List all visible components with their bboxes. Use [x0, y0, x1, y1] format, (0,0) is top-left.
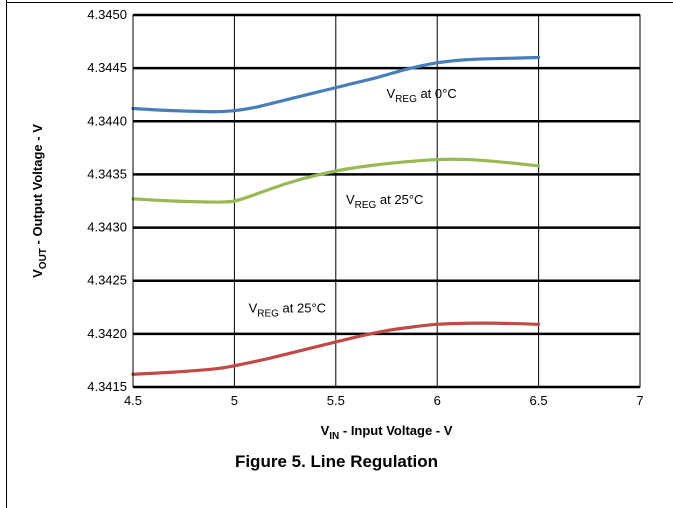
y-tick-label: 4.3435 [87, 166, 127, 181]
label-main: V [30, 269, 45, 278]
plot-border [132, 14, 641, 388]
label-subscript: REG [395, 94, 417, 105]
y-tick-label: 4.3440 [87, 113, 127, 128]
x-tick-label: 6 [434, 393, 441, 408]
label-rest: - Input Voltage - V [339, 423, 452, 438]
label-rest: at 25°C [279, 301, 326, 316]
page-frame-left [6, 0, 7, 508]
label-rest: - Output Voltage - V [30, 124, 45, 248]
plot-frame [132, 14, 641, 388]
y-axis-label: VOUT - Output Voltage - V [30, 124, 49, 278]
series-line-1 [131, 55, 541, 114]
label-rest: at 25°C [376, 192, 423, 207]
y-tick-label: 4.3420 [87, 326, 127, 341]
series-group [131, 55, 541, 376]
x-tick-label: 5 [231, 393, 238, 408]
x-tick-label: 7 [636, 393, 643, 408]
label-main: V [321, 423, 330, 438]
y-tick-label: 4.3425 [87, 273, 127, 288]
label-subscript: REG [355, 200, 377, 211]
x-tick-label: 6.5 [530, 393, 548, 408]
series-annotation: VREG at 25°C [346, 192, 423, 211]
label-main: V [387, 86, 396, 101]
page-frame-top [6, 2, 673, 3]
label-main: V [346, 192, 355, 207]
x-axis-label: VIN - Input Voltage - V [321, 423, 453, 442]
y-tick-labels: 4.3415 4.3420 4.3425 4.3430 4.3435 4.3440 4.34… [87, 7, 127, 394]
series-annotation: VREG at 0°C [387, 86, 457, 105]
y-tick-label: 4.3430 [87, 220, 127, 235]
x-tick-label: 5.5 [327, 393, 345, 408]
y-tick-label: 4.3445 [87, 60, 127, 75]
label-subscript: OUT [38, 248, 49, 269]
label-subscript: IN [329, 431, 339, 442]
x-tick-label: 4.5 [124, 393, 142, 408]
series-line-2 [131, 157, 541, 204]
series-line-3 [131, 321, 541, 376]
series-annotation: VREG at 25°C [249, 301, 326, 320]
y-tick-label: 4.3415 [87, 379, 127, 394]
x-tick-labels: 4.5 5 5.5 6 6.5 7 [124, 393, 644, 408]
label-rest: at 0°C [417, 86, 457, 101]
label-subscript: REG [257, 309, 279, 320]
y-tick-label: 4.3450 [87, 7, 127, 22]
label-main: V [249, 301, 258, 316]
figure-caption: Figure 5. Line Regulation [234, 452, 439, 471]
